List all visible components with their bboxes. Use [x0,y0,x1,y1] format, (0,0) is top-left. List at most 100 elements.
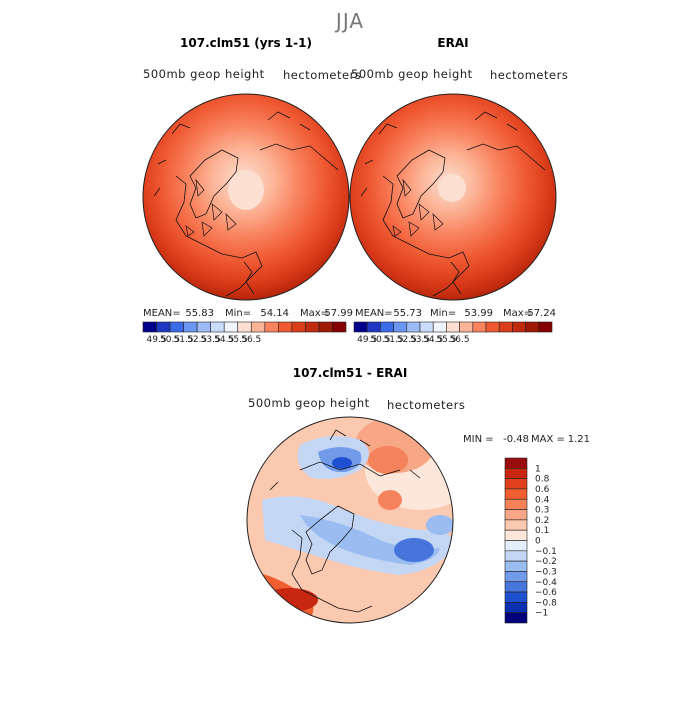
panel-model-min-value: 54.14 [260,308,289,319]
panel-erai-map [350,94,556,300]
panel-model-max-label: Max= [300,308,329,319]
diff-positive-core-southwest [262,588,318,612]
colorbar-swatch [504,560,528,572]
panel-erai: ERAI 500mb geop height hectometers MEAN=… [349,36,568,345]
diff-negative-patch-east [426,515,453,535]
coastline-eurasia [466,143,546,171]
panel-erai-min-value: 53.99 [464,308,493,319]
panel-model-title: 107.clm51 (yrs 1-1) [180,36,312,50]
panel-diff-units: hectometers [387,398,465,412]
colorbar-tick-label: 0.3 [535,506,549,516]
colorbar-swatch [504,509,528,521]
colorbar-tick-label: 54.5 [423,335,443,345]
colorbar-tick-label: 51.5 [384,335,404,345]
coastline-greenland [305,505,355,575]
panel-model-mean-label: MEAN= [143,308,181,319]
colorbar-swatch [504,540,528,552]
panel-model-min-label: Min= [225,308,251,319]
colorbar-swatch [504,602,528,613]
panel-model-map-border [142,93,350,301]
panel-model-units: hectometers [283,68,361,82]
panel-diff-field-label: 500mb geop height [248,396,370,410]
colorbar-swatch [504,550,528,562]
colorbar-tick-label: 0.4 [535,495,550,505]
colorbar-swatch [504,529,528,541]
panel-erai-min-label: Min= [430,308,456,319]
colorbar-tick-label: 0 [535,537,541,547]
colorbar-tick-label: −0.4 [535,578,557,588]
coastline-north-america [382,175,470,297]
colorbar-swatch [504,591,528,603]
colorbar-swatch [264,321,279,333]
colorbar-swatch [504,519,528,531]
colorbar-swatch [459,321,474,333]
colorbar-tick-label: 0.6 [535,485,550,495]
panel-model-max-value: 57.99 [324,308,353,319]
colorbar-swatch [432,321,447,333]
colorbar-swatch [538,321,553,333]
colorbar-tick-label: 52.5 [187,335,207,345]
colorbar-tick-label: 50.5 [370,335,390,345]
colorbar-swatch [332,321,347,333]
coastline-north-america [291,529,373,613]
colorbar-tick-label: 51.5 [174,335,194,345]
colorbar-tick-label: 52.5 [397,335,417,345]
colorbar-tick-label: 55.5 [228,335,248,345]
colorbar-swatch [504,457,528,469]
panel-diff-min-label: MIN = [463,434,494,445]
colorbar-tick-label: 54.5 [214,335,234,345]
coastline-archipelago [185,178,237,237]
colorbar-swatch [291,321,306,333]
panel-diff-max-label: MAX = [531,434,565,445]
colorbar-swatch [485,321,500,333]
colorbar-tick-label: 0.1 [535,526,549,536]
panel-model-field-label: 500mb geop height [143,67,265,81]
colorbar-tick-label: −0.3 [535,567,557,577]
panel-erai-max-label: Max= [503,308,532,319]
colorbar-tick-label: 56.5 [450,335,470,345]
panel-erai-units: hectometers [490,68,568,82]
panel-erai-mean-value: 55.73 [393,308,422,319]
colorbar-swatch [504,571,528,583]
colorbar-swatch [504,581,528,593]
panel-erai-title: ERAI [437,36,468,50]
panel-erai-max-value: 57.24 [527,308,556,319]
panel-diff-min-value: -0.48 [503,434,529,445]
colorbar-tick-label: 53.5 [201,335,221,345]
coastline-greenland [396,149,446,219]
diff-positive-patch-central [378,490,402,510]
height-max-region [228,170,264,210]
height-max-region [438,174,466,202]
colorbar-tick-label: 0.2 [535,516,549,526]
colorbar-swatch [353,321,368,333]
colorbar-swatch [142,321,157,333]
panel-erai-mean-label: MEAN= [355,308,393,319]
colorbar-tick-label: 1 [535,464,541,474]
colorbar-swatch [525,321,540,333]
colorbar-swatch [504,478,528,490]
colorbar-swatch [196,321,211,333]
colorbar-swatch [366,321,381,333]
colorbar-tick-label: 55.5 [436,335,456,345]
panel-diff-colorbar: 10.80.60.40.30.20.10−0.1−0.2−0.3−0.4−0.6… [504,457,557,624]
colorbar-tick-label: 56.5 [241,335,261,345]
panel-diff: 107.clm51 - ERAI 500mb geop height hecto… [246,366,590,624]
panel-erai-field-label: 500mb geop height [351,67,473,81]
panel-model: 107.clm51 (yrs 1-1) 500mb geop height he… [142,36,361,345]
colorbar-swatch [504,498,528,510]
colorbar-swatch [250,321,266,333]
coastline-central-america [450,261,462,295]
colorbar-swatch [504,488,528,500]
diff-negative-core-south [394,538,434,562]
coastline-eurasia [259,143,339,171]
colorbar-swatch [504,468,528,479]
page-title: JJA [334,9,364,33]
colorbar-swatch [318,321,333,333]
colorbar-tick-label: 49.5 [357,335,377,345]
colorbar-swatch [472,321,487,333]
colorbar-swatch [512,321,526,333]
colorbar-tick-label: −0.1 [535,547,557,557]
colorbar-swatch [210,321,225,333]
coastline-greenland [189,149,239,219]
